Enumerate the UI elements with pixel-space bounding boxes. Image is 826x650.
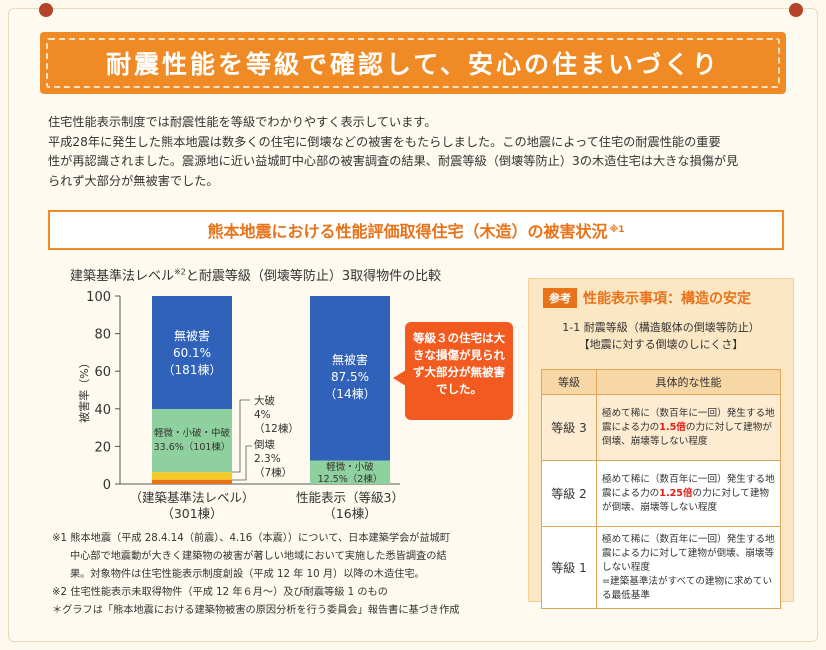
perf-text: =建築基準法がすべての建物に求めている最低基準 <box>602 575 773 601</box>
x-tick-count: （301棟） <box>161 506 222 521</box>
note-1-cont: 中心部で地震動が大きく建築物の被害が著しい地域において実施した悉皆調査の結 <box>70 551 447 562</box>
subtitle-text: 熊本地震における性能評価取得住宅（木造）の被害状況 <box>207 222 608 241</box>
x-tick-label: （建築基準法レベル） <box>129 490 254 505</box>
callout-box: 等級３の住宅は大きな損傷が見られず大部分が無被害でした。 <box>405 322 513 420</box>
perf-text: の力に対して建物が倒壊、崩壊等しない程度 <box>602 487 770 513</box>
data-label: 軽微・小破 <box>326 461 374 473</box>
chart-title-pre: 建築基準法レベル <box>70 269 175 284</box>
data-label: 軽微・小破・中破 <box>154 427 231 439</box>
header-banner: 耐震性能を等級で確認して、安心の住まいづくり <box>40 32 786 94</box>
leader-line <box>232 399 250 473</box>
pin-right-icon <box>789 3 803 17</box>
chart-title: 建築基準法レベル※2と耐震等級（倒壊等防止）3取得物件の比較 <box>70 265 441 284</box>
data-label: 4% <box>254 409 271 421</box>
data-label: 33.6%（101棟） <box>154 441 231 453</box>
perf-text: 極めて稀に（数百年に一回）発生する地震による力に対して建物が倒壊、崩壊等しない程… <box>602 533 775 573</box>
perf-text: の力に対して建物が倒壊、崩壊等しない程度 <box>602 421 772 447</box>
note-1: ※1 熊本地震（平成 28.4.14（前震）、4.16（本震））について、日本建… <box>52 533 451 544</box>
data-label: （14棟） <box>324 386 375 401</box>
reference-sub1: 1-1 耐震等級（構造躯体の倒壊等防止） <box>562 321 760 334</box>
reference-header: 参考 性能表示事項：構造の安定 <box>543 288 751 308</box>
note-3: ＊グラフは「熊本地震における建築物被害の原因分析を行う委員会」報告書に基づき作成 <box>52 605 460 616</box>
intro-line: 平成28年に発生した熊本地震は数多くの住宅に倒壊などの被害をもたらしました。この… <box>48 134 721 149</box>
y-tick-label: 80 <box>94 328 111 343</box>
intro-line: 性が再認識されました。震源地に近い益城町中心部の被害調査の結果、耐震等級（倒壊等… <box>48 154 739 168</box>
bar-segment <box>310 296 390 461</box>
table-header-row: 等級 具体的な性能 <box>541 369 781 395</box>
subtitle-note: ※1 <box>609 225 625 235</box>
chart-title-note: ※2 <box>174 267 186 277</box>
perf-text: 極めて稀に（数百年に一回）発生する地震による力の <box>602 407 775 433</box>
y-tick-label: 100 <box>86 290 111 305</box>
intro-line: られず大部分が無被害でした。 <box>48 173 219 188</box>
perf-text: 極めて稀に（数百年に一回）発生する地震による力の <box>602 473 775 499</box>
reference-subtitle: 1-1 耐震等級（構造躯体の倒壊等防止） 【地震に対する倒壊のしにくさ】 <box>529 319 793 353</box>
data-label: （7棟） <box>254 466 292 479</box>
reference-tag: 参考 <box>543 288 577 308</box>
x-tick-label: 性能表示（等級3） <box>296 490 404 505</box>
x-tick-count: （16棟） <box>323 506 376 521</box>
note-1-cont: 果。対象物件は住宅性能表示制度創設（平成 12 年 10 月）以降の木造住宅。 <box>70 569 425 580</box>
data-label: 無被害 <box>174 328 210 343</box>
table-row: 等級 3 極めて稀に（数百年に一回）発生する地震による力の1.5倍の力に対して建… <box>541 394 781 461</box>
note-2: ※2 住宅性能表示未取得物件（平成 12 年６月～）及び耐震等級 1 のもの <box>52 587 388 598</box>
grade-cell: 等級 3 <box>541 394 597 461</box>
performance-cell: 極めて稀に（数百年に一回）発生する地震による力の1.25倍の力に対して建物が倒壊… <box>596 460 781 527</box>
col-grade: 等級 <box>541 369 597 395</box>
intro-line: 住宅性能表示制度では耐震性能を等級でわかりやすく表示しています。 <box>48 115 437 129</box>
y-axis-label: 被害率（%） <box>77 357 91 422</box>
data-label: 大破 <box>254 394 275 407</box>
page-title: 耐震性能を等級で確認して、安心の住まいづくり <box>46 38 780 88</box>
pin-left-icon <box>39 3 53 17</box>
col-performance: 具体的な性能 <box>596 369 781 395</box>
table-row: 等級 2 極めて稀に（数百年に一回）発生する地震による力の1.25倍の力に対して… <box>541 460 781 527</box>
y-tick-label: 40 <box>94 403 111 418</box>
performance-cell: 極めて稀に（数百年に一回）発生する地震による力に対して建物が倒壊、崩壊等しない程… <box>596 526 781 609</box>
reference-sub2: 【地震に対する倒壊のしにくさ】 <box>578 338 744 351</box>
bar-segment <box>152 296 232 409</box>
callout-tail <box>393 370 406 386</box>
chart-title-post: と耐震等級（倒壊等防止）3取得物件の比較 <box>185 269 442 284</box>
reference-panel: 参考 性能表示事項：構造の安定 1-1 耐震等級（構造躯体の倒壊等防止） 【地震… <box>528 278 794 609</box>
grade-cell: 等級 2 <box>541 460 597 527</box>
footnotes: ※1 熊本地震（平成 28.4.14（前震）、4.16（本震））について、日本建… <box>52 530 522 620</box>
data-label: （181棟） <box>163 362 222 377</box>
data-label: 2.3% <box>254 453 281 465</box>
data-label: 60.1% <box>173 346 211 360</box>
y-tick-label: 20 <box>94 440 111 455</box>
table-row: 等級 1 極めて稀に（数百年に一回）発生する地震による力に対して建物が倒壊、崩壊… <box>541 526 781 609</box>
bar-segment <box>152 472 232 480</box>
grade-cell: 等級 1 <box>541 526 597 609</box>
reference-title: 性能表示事項：構造の安定 <box>583 291 751 307</box>
intro-text: 住宅性能表示制度では耐震性能を等級でわかりやすく表示しています。 平成28年に発… <box>48 113 788 191</box>
data-label: 無被害 <box>332 352 368 367</box>
y-tick-label: 60 <box>94 365 111 380</box>
data-label: 87.5% <box>331 370 369 384</box>
y-tick-label: 0 <box>103 478 111 493</box>
performance-cell: 極めて稀に（数百年に一回）発生する地震による力の1.5倍の力に対して建物が倒壊、… <box>596 394 781 461</box>
data-label: （12棟） <box>254 422 299 435</box>
bar-segment <box>152 479 232 484</box>
grade-table: 等級 具体的な性能 等級 3 極めて稀に（数百年に一回）発生する地震による力の1… <box>541 369 781 609</box>
data-label: 倒壊 <box>254 439 275 451</box>
perf-highlight: 1.5倍 <box>659 421 686 433</box>
bar-segment <box>310 460 390 484</box>
leader-line <box>232 445 252 481</box>
bar-segment <box>152 408 232 473</box>
perf-highlight: 1.25倍 <box>659 487 693 499</box>
section-subtitle: 熊本地震における性能評価取得住宅（木造）の被害状況 ※1 <box>48 210 784 250</box>
data-label: 12.5%（2棟） <box>318 473 383 485</box>
